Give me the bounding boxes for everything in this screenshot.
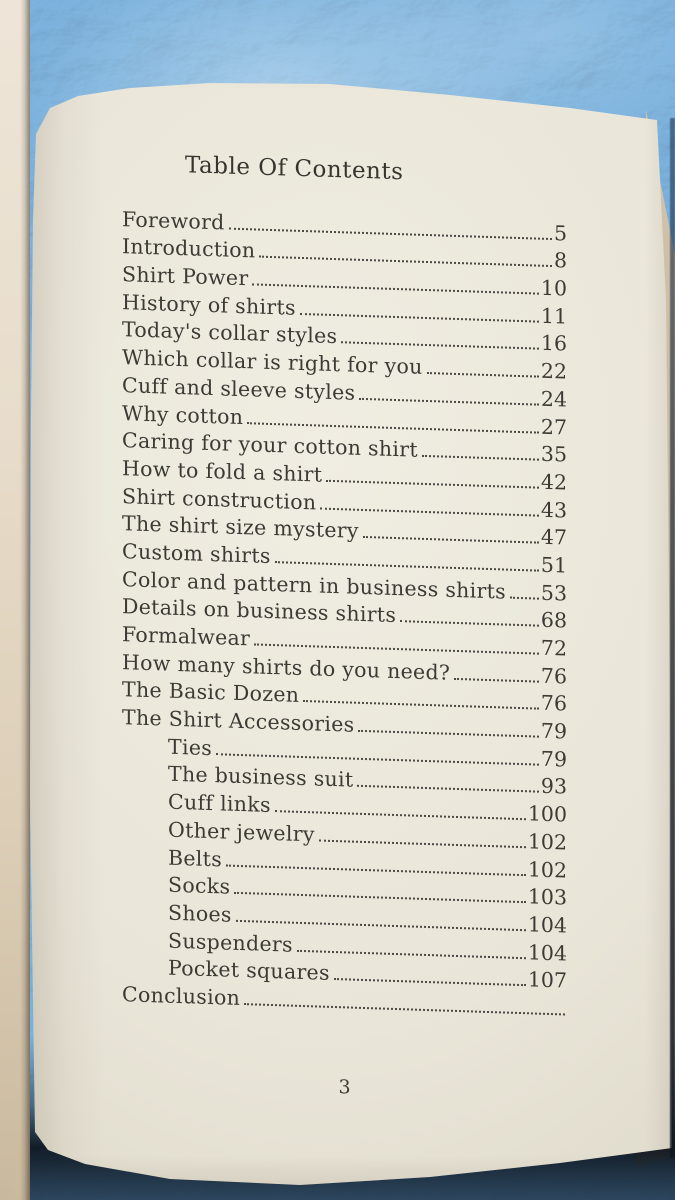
dot-leader — [421, 455, 539, 461]
toc-entry-page: 100 — [527, 801, 567, 827]
dot-leader — [359, 397, 539, 406]
toc-entry-label: Socks — [168, 872, 231, 899]
toc-entry-label: Foreword — [122, 206, 225, 235]
toc-entry-page: 72 — [540, 635, 567, 661]
dot-leader — [357, 785, 539, 794]
dot-leader — [296, 949, 526, 959]
toc-entry-label: Custom shirts — [122, 539, 271, 568]
toc-entry-page: 8 — [553, 248, 567, 273]
toc-entry-page: 79 — [540, 746, 567, 772]
toc-entry-page: 47 — [540, 524, 567, 550]
folio-page-number: 3 — [338, 1076, 351, 1099]
right-edge-shadow — [670, 118, 675, 1158]
toc-list: Foreword 5 Introduction 8 Shirt Power 10… — [86, 203, 567, 1021]
toc-entry-label: Shirt Power — [122, 262, 249, 291]
toc-entry-label: Shoes — [168, 900, 232, 927]
toc-entry-label: Suspenders — [168, 928, 293, 957]
toc-entry-page: 24 — [540, 386, 567, 412]
left-page-edges — [0, 0, 30, 1200]
dot-leader — [358, 729, 539, 738]
toc-entry-label: History of shirts — [122, 289, 296, 320]
dot-leader — [362, 536, 539, 544]
toc-entry-label: Ties — [168, 734, 213, 760]
toc-entry-label: Belts — [168, 845, 223, 871]
toc-entry-page: 93 — [540, 774, 567, 799]
toc-entry-page: 22 — [540, 358, 567, 384]
toc-entry-label: Other jewelry — [168, 817, 315, 847]
toc-entry-page: 43 — [540, 497, 567, 523]
toc-entry-page: 10 — [540, 275, 567, 301]
toc-entry-page: 102 — [527, 856, 567, 883]
dot-leader — [244, 1003, 565, 1016]
toc-title: Table Of Contents — [185, 152, 404, 186]
toc-entry-page: 103 — [527, 884, 567, 910]
toc-entry-page: 79 — [540, 718, 567, 744]
toc-entry-page: 102 — [527, 829, 567, 855]
dot-leader — [341, 341, 539, 351]
toc-entry-page: 27 — [540, 414, 567, 440]
toc-entry-page: 53 — [540, 580, 567, 606]
toc-entry-label: Introduction — [122, 234, 256, 263]
toc-entry-label: Cuff links — [168, 789, 271, 818]
toc-entry-page: 76 — [540, 691, 567, 716]
dot-leader — [333, 978, 526, 987]
dot-leader — [326, 479, 539, 489]
toc-entry-page: 11 — [540, 303, 567, 329]
toc-entry-page: 107 — [527, 967, 567, 993]
toc-entry-page: 42 — [540, 469, 567, 495]
toc-entry-page: 51 — [540, 552, 567, 578]
toc-entry-page: 76 — [540, 663, 567, 689]
toc-entry-label: Formalwear — [122, 622, 251, 651]
toc-content: Table Of Contents Foreword 5 Introductio… — [86, 140, 567, 1105]
dot-leader — [400, 620, 539, 627]
dot-leader — [318, 839, 526, 849]
toc-entry-page: 104 — [527, 939, 567, 966]
dot-leader — [454, 677, 539, 683]
dot-leader — [509, 596, 539, 600]
toc-entry-label: Conclusion — [122, 982, 241, 1010]
toc-entry-page: 104 — [527, 912, 567, 938]
toc-entry-page: 5 — [553, 220, 567, 246]
toc-entry-label: Pocket squares — [168, 955, 330, 986]
toc-entry-page: 68 — [540, 608, 567, 633]
toc-entry-page: 16 — [540, 331, 567, 356]
dot-leader — [320, 507, 539, 517]
dot-leader — [426, 372, 539, 378]
toc-entry-label: Why cotton — [122, 400, 244, 429]
toc-entry-page: 35 — [540, 441, 567, 467]
